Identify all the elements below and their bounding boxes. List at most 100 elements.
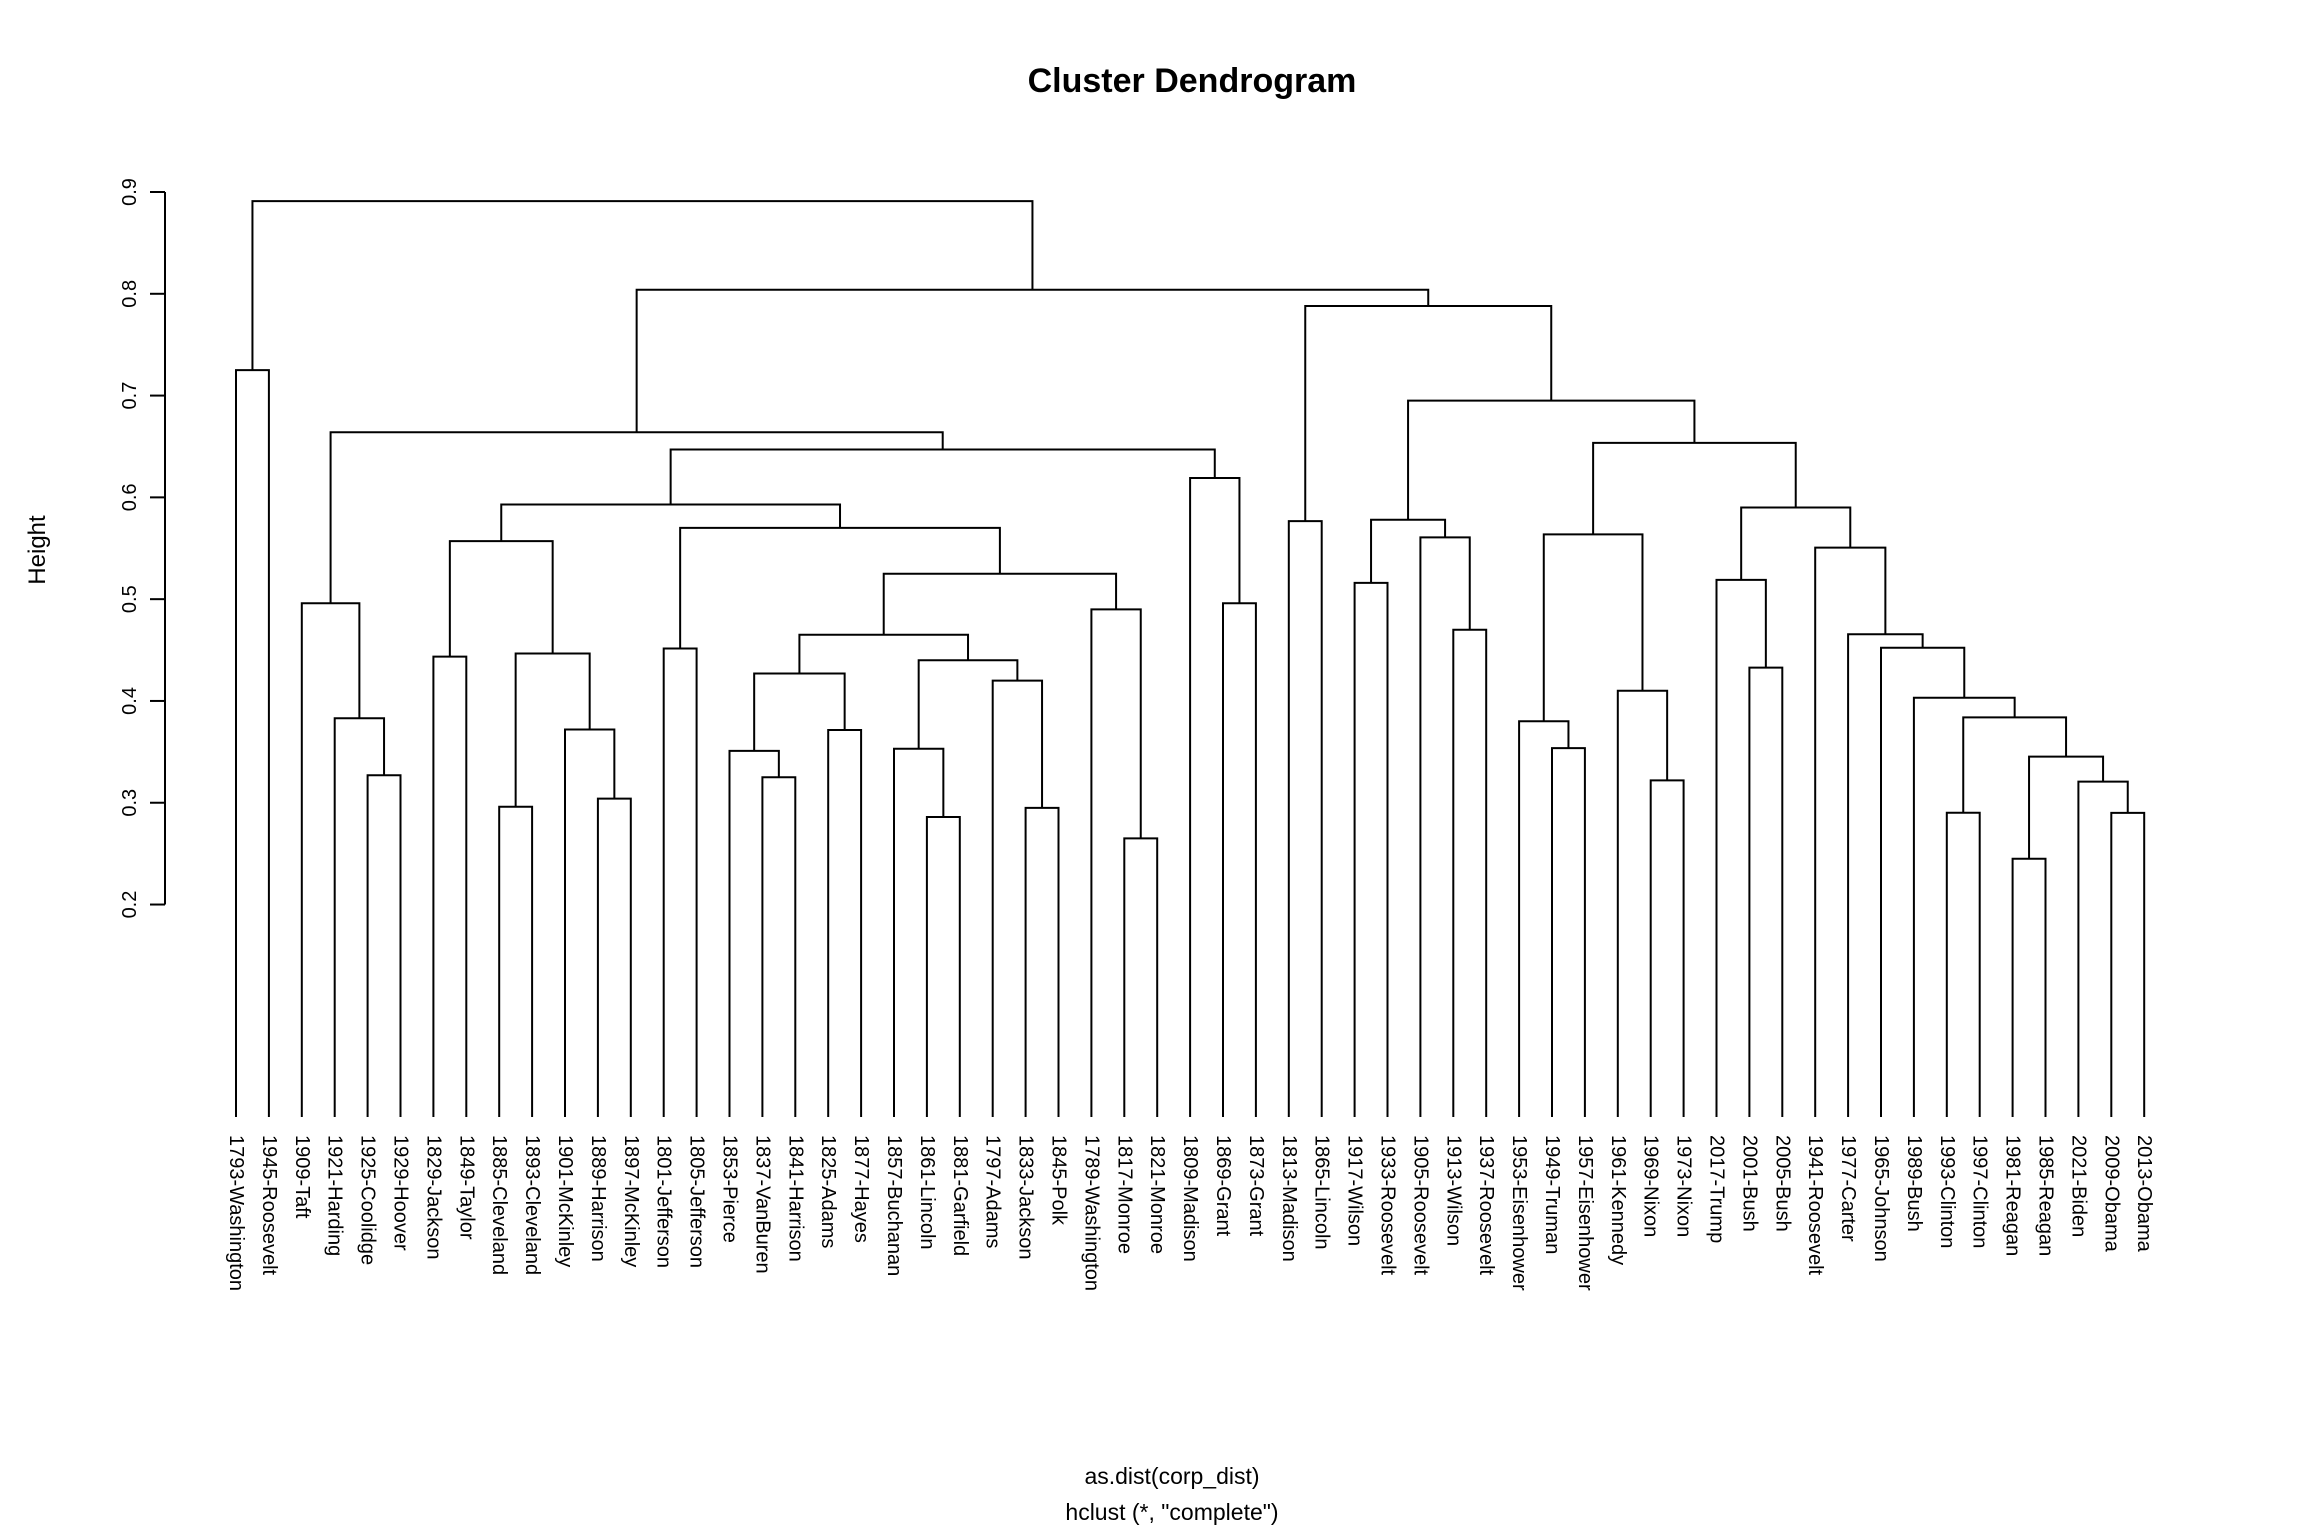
leaf-label: 1809-Madison	[1179, 1135, 1201, 1262]
leaf-label: 1833-Jackson	[1015, 1135, 1037, 1260]
leaf-label: 1949-Truman	[1541, 1135, 1563, 1254]
leaf-label: 2001-Bush	[1738, 1135, 1760, 1232]
merge-link	[1370, 518, 1447, 583]
labels: 0.2 0.3 0.4 0.5 0.6 0.7 0.8 0.9 1793-Washington 1…	[119, 178, 2155, 1291]
merge-link	[251, 200, 1034, 371]
leaf-label: 1969-Nixon	[1640, 1135, 1662, 1237]
leaf-label: 1857-Buchanan	[883, 1135, 905, 1276]
y-axis-tick-label: 0.6	[119, 483, 141, 511]
leaf-label: 1953-Eisenhower	[1508, 1135, 1530, 1291]
merge-link	[2028, 755, 2105, 859]
merge-link	[1222, 602, 1257, 1117]
merge-link	[498, 805, 534, 1117]
leaf-label: 1841-Harrison	[784, 1135, 806, 1262]
merge-link	[1189, 477, 1241, 1117]
merge-link	[514, 652, 591, 807]
leaf-label: 1925-Coolidge	[357, 1135, 379, 1265]
merge-link	[1740, 506, 1852, 580]
leaf-label: 1977-Carter	[1837, 1135, 1859, 1242]
merge-link	[432, 655, 468, 1117]
leaf-label: 1885-Cleveland	[488, 1135, 510, 1275]
merge-link	[669, 448, 1216, 505]
tree-lines	[235, 200, 2146, 1117]
y-axis-tick-label: 0.2	[119, 891, 141, 919]
merge-link	[2011, 857, 2047, 1117]
leaf-label: 1901-McKinley	[554, 1135, 576, 1267]
merge-link	[679, 526, 1001, 649]
merge-link	[329, 431, 944, 604]
leaf-label: 1793-Washington	[225, 1135, 247, 1291]
leaf-label: 1869-Grant	[1212, 1135, 1234, 1237]
y-axis-tick-label: 0.9	[119, 178, 141, 206]
merge-link	[1518, 720, 1570, 1117]
merge-link	[1551, 747, 1586, 1117]
chart-title: Cluster Dendrogram	[1027, 62, 1357, 100]
leaf-label: 1829-Jackson	[422, 1135, 444, 1260]
leaf-label: 1929-Hoover	[390, 1135, 412, 1251]
merge-link	[1407, 399, 1696, 520]
leaf-label: 1933-Roosevelt	[1377, 1135, 1399, 1276]
merge-link	[1353, 581, 1389, 1117]
merge-link	[991, 679, 1044, 1117]
merge-link	[917, 659, 1019, 749]
x-axis-caption-line2: hclust (*, "complete")	[1065, 1499, 1279, 1525]
leaf-label: 1961-Kennedy	[1607, 1135, 1629, 1265]
leaf-label: 1985-Reagan	[2035, 1135, 2057, 1256]
leaf-label: 1837-VanBuren	[751, 1135, 773, 1274]
leaf-label: 1789-Washington	[1080, 1135, 1102, 1291]
merge-link	[366, 774, 402, 1117]
merge-link	[635, 288, 1430, 433]
merge-link	[596, 797, 632, 1117]
merge-link	[1024, 806, 1060, 1117]
merge-link	[564, 728, 616, 1117]
leaf-label: 1845-Polk	[1048, 1135, 1070, 1226]
leaf-label: 1813-Madison	[1278, 1135, 1300, 1262]
leaf-label: 1957-Eisenhower	[1574, 1135, 1596, 1291]
leaf-label: 1897-McKinley	[620, 1135, 642, 1267]
merge-link	[761, 776, 797, 1117]
y-axis	[150, 191, 166, 906]
leaf-label: 2009-Obama	[2100, 1135, 2122, 1253]
merge-link	[500, 503, 842, 542]
leaf-label: 1877-Hayes	[850, 1135, 872, 1243]
merge-link	[827, 728, 863, 1117]
leaf-label: 1965-Johnson	[1870, 1135, 1892, 1262]
merge-link	[1945, 811, 1981, 1117]
leaf-label: 1913-Wilson	[1442, 1135, 1464, 1246]
leaf-label: 1997-Clinton	[1969, 1135, 1991, 1248]
merge-link	[925, 815, 961, 1117]
merge-link	[1592, 441, 1797, 535]
leaf-label: 1989-Bush	[1903, 1135, 1925, 1232]
leaf-label: 1873-Grant	[1245, 1135, 1267, 1237]
leaf-label: 2021-Biden	[2067, 1135, 2089, 1237]
merge-link	[333, 717, 386, 1117]
merge-link	[1304, 305, 1553, 522]
merge-link	[1616, 689, 1669, 1117]
leaf-label: 1893-Cleveland	[521, 1135, 543, 1275]
merge-link	[882, 572, 1118, 635]
leaf-label: 1817-Monroe	[1113, 1135, 1135, 1254]
merge-link	[893, 747, 945, 1117]
leaf-label: 1921-Harding	[324, 1135, 346, 1256]
y-axis-tick-label: 0.4	[119, 687, 141, 715]
merge-link	[2077, 780, 2129, 1117]
merge-link	[2110, 811, 2146, 1117]
leaf-label: 1797-Adams	[982, 1135, 1004, 1248]
leaf-label: 1801-Jefferson	[653, 1135, 675, 1268]
leaf-label: 2005-Bush	[1771, 1135, 1793, 1232]
merge-link	[448, 540, 554, 657]
leaf-label: 1909-Taft	[291, 1135, 313, 1219]
merge-link	[1748, 666, 1784, 1117]
y-axis-label: Height	[24, 515, 51, 585]
merge-link	[235, 369, 270, 1117]
merge-link	[1287, 520, 1323, 1117]
merge-link	[728, 749, 780, 1117]
leaf-label: 1861-Lincoln	[916, 1135, 938, 1250]
merge-link	[1123, 837, 1159, 1117]
leaf-label: 1937-Roosevelt	[1475, 1135, 1497, 1276]
merge-link	[1962, 716, 2068, 813]
merge-link	[1912, 696, 2016, 1117]
merge-link	[1814, 546, 1887, 1117]
